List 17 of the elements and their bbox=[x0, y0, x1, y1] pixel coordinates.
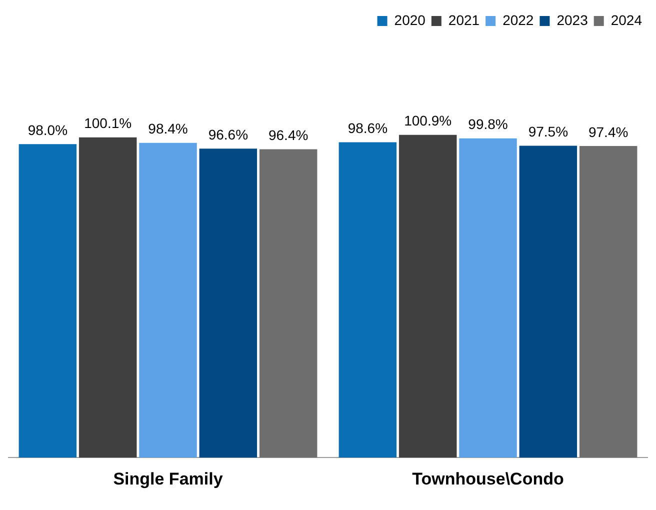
data-label: 97.4% bbox=[588, 124, 628, 140]
data-label: 100.9% bbox=[404, 112, 452, 129]
legend-label: 2021 bbox=[448, 12, 480, 28]
legend-label: 2024 bbox=[610, 12, 642, 28]
data-label: 98.0% bbox=[28, 122, 68, 138]
legend-label: 2020 bbox=[394, 12, 426, 28]
data-label: 98.6% bbox=[348, 120, 388, 136]
data-label: 96.6% bbox=[208, 126, 248, 142]
legend-label: 2023 bbox=[556, 12, 588, 28]
x-tick-label: Townhouse\Condo bbox=[412, 469, 564, 488]
data-label: 100.1% bbox=[84, 115, 132, 132]
legend-label: 2022 bbox=[502, 12, 534, 28]
data-label: 98.4% bbox=[148, 120, 188, 137]
data-label: 99.8% bbox=[468, 116, 508, 132]
x-tick-label: Single Family bbox=[113, 469, 224, 488]
data-label: 97.5% bbox=[528, 124, 568, 140]
data-label: 96.4% bbox=[268, 127, 308, 144]
